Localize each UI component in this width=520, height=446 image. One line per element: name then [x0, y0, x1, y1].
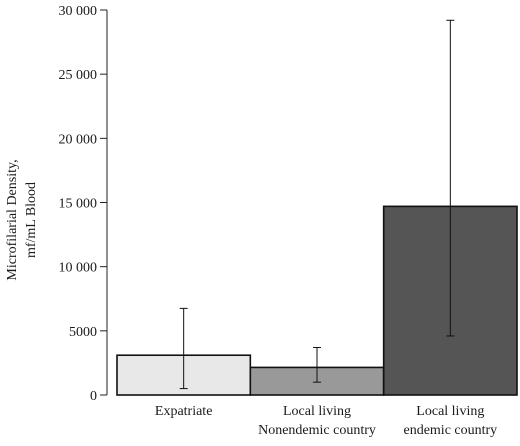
y-axis-title: Microfilarial Density,	[5, 159, 20, 280]
y-tick-label: 25 000	[59, 68, 98, 83]
y-axis-title: mf/mL Blood	[24, 182, 39, 258]
x-category-label: Local living	[283, 404, 351, 419]
x-category-label: endemic country	[403, 423, 497, 438]
y-tick-label: 20 000	[59, 132, 98, 147]
y-tick-label: 0	[90, 389, 97, 404]
labels: 0 5000 10 000 15 000 20 000 25 000 30 000 Expat…	[5, 4, 497, 438]
y-tick-label: 15 000	[59, 197, 98, 212]
x-category-label: Expatriate	[155, 404, 213, 419]
x-category-label: Local living	[416, 404, 484, 419]
y-tick-label: 30 000	[59, 4, 98, 19]
error-bars	[179, 19, 455, 390]
y-tick-label: 5000	[69, 325, 97, 340]
x-category-label: Nonendemic country	[258, 423, 376, 438]
axes	[100, 9, 108, 396]
y-tick-label: 10 000	[59, 261, 98, 276]
